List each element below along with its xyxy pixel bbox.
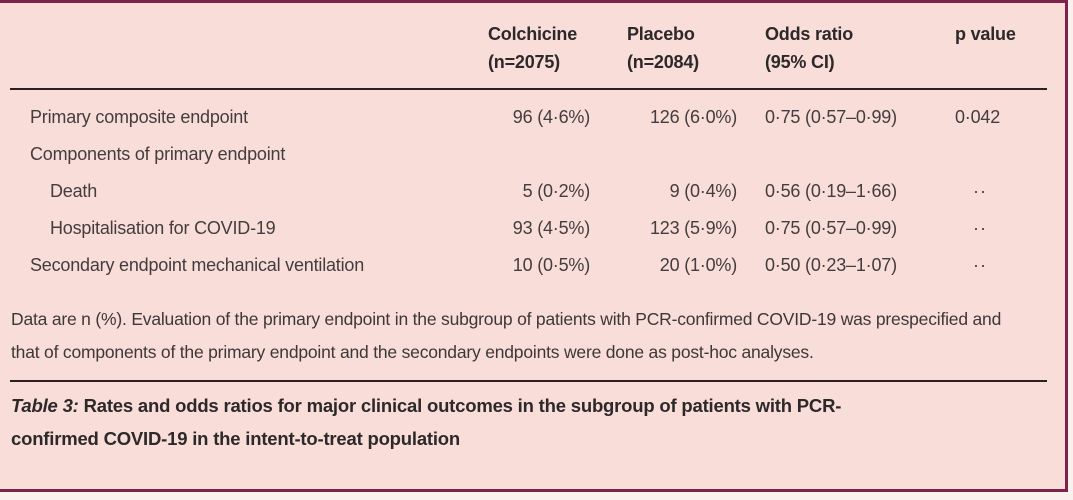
- table-header-row: Colchicine (n=2075) Placebo (n=2084) Odd…: [10, 3, 1047, 76]
- table-row: Hospitalisation for COVID-19 93 (4·5%) 1…: [10, 210, 1047, 247]
- table-row: Secondary endpoint mechanical ventilatio…: [10, 247, 1047, 284]
- table-card: Colchicine (n=2075) Placebo (n=2084) Odd…: [0, 0, 1068, 492]
- table-footnote: Data are n (%). Evaluation of the primar…: [11, 309, 1002, 362]
- row-label: Secondary endpoint mechanical ventilatio…: [30, 255, 365, 275]
- colchicine-value: 93 (4·5%): [512, 218, 590, 238]
- odds-ratio-value: 0·75 (0·57–0·99): [765, 107, 897, 127]
- header-placebo: Placebo (n=2084): [627, 24, 699, 72]
- placebo-value: 126 (6·0%): [649, 107, 737, 127]
- table-caption: Table 3: Rates and odds ratios for major…: [11, 389, 916, 455]
- table-row: Primary composite endpoint 96 (4·6%) 126…: [10, 99, 1047, 136]
- table-row: Death 5 (0·2%) 9 (0·4%) 0·56 (0·19–1·66)…: [10, 173, 1047, 210]
- odds-ratio-value: 0·75 (0·57–0·99): [765, 218, 897, 238]
- table-body: Primary composite endpoint 96 (4·6%) 126…: [10, 90, 1047, 284]
- placebo-value: 9 (0·4%): [669, 181, 738, 201]
- row-label: Components of primary endpoint: [30, 144, 286, 164]
- header-odds-ratio: Odds ratio (95% CI): [765, 24, 854, 72]
- p-value: ··: [973, 181, 987, 201]
- row-label: Primary composite endpoint: [30, 107, 248, 127]
- header-rule: [10, 88, 1047, 90]
- header-p-value: p value: [955, 24, 1016, 44]
- table: Colchicine (n=2075) Placebo (n=2084) Odd…: [10, 3, 1047, 284]
- table-caption-number: Table 3:: [11, 395, 79, 416]
- placebo-value: 123 (5·9%): [649, 218, 737, 238]
- p-value: 0·042: [955, 107, 1001, 127]
- colchicine-value: 5 (0·2%): [522, 181, 591, 201]
- header-colchicine: Colchicine (n=2075): [488, 24, 578, 72]
- p-value: ··: [973, 255, 987, 275]
- table-row-section: Components of primary endpoint: [10, 136, 1047, 173]
- caption-rule: [10, 380, 1047, 382]
- colchicine-value: 96 (4·6%): [512, 107, 590, 127]
- p-value: ··: [973, 218, 987, 238]
- placebo-value: 20 (1·0%): [659, 255, 737, 275]
- table-caption-text: Rates and odds ratios for major clinical…: [11, 395, 842, 449]
- colchicine-value: 10 (0·5%): [512, 255, 590, 275]
- row-label: Death: [50, 181, 98, 201]
- odds-ratio-value: 0·50 (0·23–1·07): [765, 255, 897, 275]
- row-label: Hospitalisation for COVID-19: [50, 218, 276, 238]
- odds-ratio-value: 0·56 (0·19–1·66): [765, 181, 897, 201]
